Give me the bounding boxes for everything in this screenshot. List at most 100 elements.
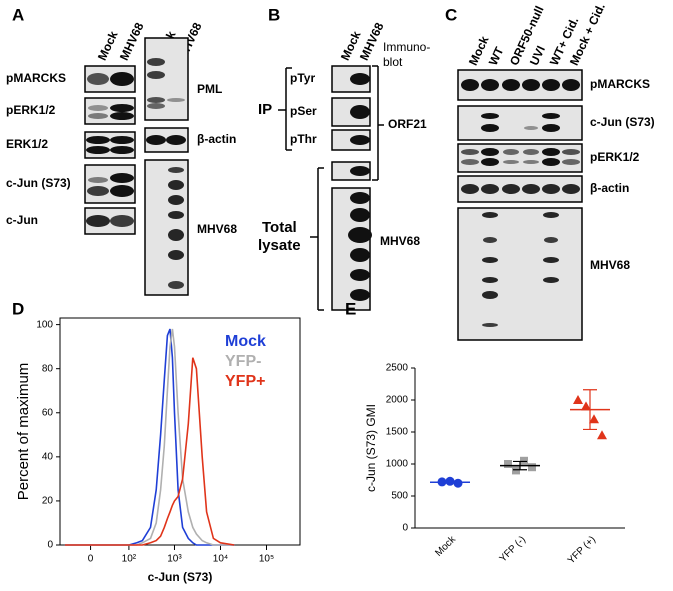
blot-band (350, 289, 370, 301)
ip-bracket (278, 67, 292, 151)
blot-band (110, 136, 134, 144)
note: blot (383, 55, 403, 69)
blot-band (562, 184, 580, 194)
blot-band (88, 113, 108, 119)
blot-band (167, 98, 185, 102)
row-label: MHV68 (590, 258, 630, 272)
y-axis-label: c-Jun (S73) GMI (364, 404, 378, 492)
panel-label: D (12, 299, 24, 318)
blot-band (482, 257, 498, 263)
blot-band (350, 73, 370, 85)
panel-label: A (12, 5, 24, 24)
y-tick-label: 1000 (386, 459, 409, 470)
blot-box (457, 105, 583, 141)
blot-band (86, 136, 110, 144)
blot-band (482, 291, 498, 299)
panel-label: E (345, 299, 356, 318)
blot-band (543, 277, 559, 283)
data-point (573, 395, 583, 404)
x-tick-label: 10² (122, 554, 137, 565)
y-tick-label: 20 (42, 496, 54, 507)
data-point (589, 414, 599, 424)
x-tick-label: 10⁵ (259, 554, 274, 565)
column-label: UVI (527, 44, 548, 68)
histogram-line (64, 328, 235, 546)
blot-band (348, 227, 372, 243)
row-label: β-actin (590, 181, 629, 195)
row-label: ORF21 (388, 117, 427, 131)
blot-band (481, 148, 499, 156)
blot-band (523, 160, 539, 164)
blot-band (461, 79, 479, 91)
blot-band (110, 112, 134, 120)
blot-band (168, 229, 184, 241)
blot-band (88, 177, 108, 183)
data-point (528, 463, 536, 472)
data-point (512, 466, 520, 475)
blot-band (350, 105, 370, 119)
y-tick-label: 0 (402, 523, 408, 534)
blot-band (562, 79, 580, 91)
blot-band (542, 158, 560, 166)
blot-band (481, 113, 499, 119)
row-label: pERK1/2 (590, 150, 640, 164)
orf21-bracket (372, 65, 384, 181)
row-label: c-Jun (S73) (6, 176, 71, 190)
histogram-line (64, 357, 235, 546)
blot-band (461, 184, 479, 194)
row-label: pSer (290, 104, 317, 118)
blot-band (481, 79, 499, 91)
blot-band (110, 215, 134, 227)
y-tick-label: 100 (36, 319, 53, 330)
blot-band (87, 186, 109, 196)
row-label: pTyr (290, 71, 315, 85)
row-label: MHV68 (197, 222, 237, 236)
blot-band (543, 212, 559, 218)
blot-band (542, 124, 560, 132)
blot-band (544, 237, 558, 243)
blot-band (168, 167, 184, 173)
y-tick-label: 500 (391, 491, 408, 502)
blot-band (483, 237, 497, 243)
blot-band (481, 124, 499, 132)
plot-frame (59, 317, 301, 546)
blot-band (543, 257, 559, 263)
blot-band (542, 148, 560, 156)
error-bar (513, 460, 527, 471)
row-label: c-Jun (6, 213, 38, 227)
blot-band (168, 281, 184, 289)
blot-band (86, 215, 110, 227)
error-bar (583, 389, 597, 431)
histogram-line (64, 328, 235, 546)
error-bar (443, 480, 457, 484)
data-point (597, 430, 607, 440)
lysate-label: Total (262, 219, 297, 236)
panel-label: B (268, 5, 280, 24)
blot-band (350, 208, 370, 222)
blot-band (350, 135, 370, 145)
blot-band (88, 105, 108, 111)
blot-box (144, 159, 189, 296)
lysate-label: lysate (258, 237, 301, 254)
row-label: pMARCKS (6, 71, 66, 85)
blot-band (523, 149, 539, 155)
blot-band (110, 173, 134, 183)
blot-band (147, 58, 165, 66)
x-tick-label: YFP (+) (566, 534, 598, 566)
ip-label: IP (258, 101, 272, 118)
blot-band (502, 79, 520, 91)
panel-label: C (445, 5, 457, 24)
y-tick-label: 1500 (386, 427, 409, 438)
column-label: WT (486, 44, 507, 67)
blot-band (522, 184, 540, 194)
row-label: pMARCKS (590, 77, 650, 91)
data-point (581, 401, 591, 411)
row-label: c-Jun (S73) (590, 115, 655, 129)
blot-band (522, 79, 540, 91)
blot-band (482, 212, 498, 218)
blot-band (502, 184, 520, 194)
blot-box (457, 207, 583, 341)
